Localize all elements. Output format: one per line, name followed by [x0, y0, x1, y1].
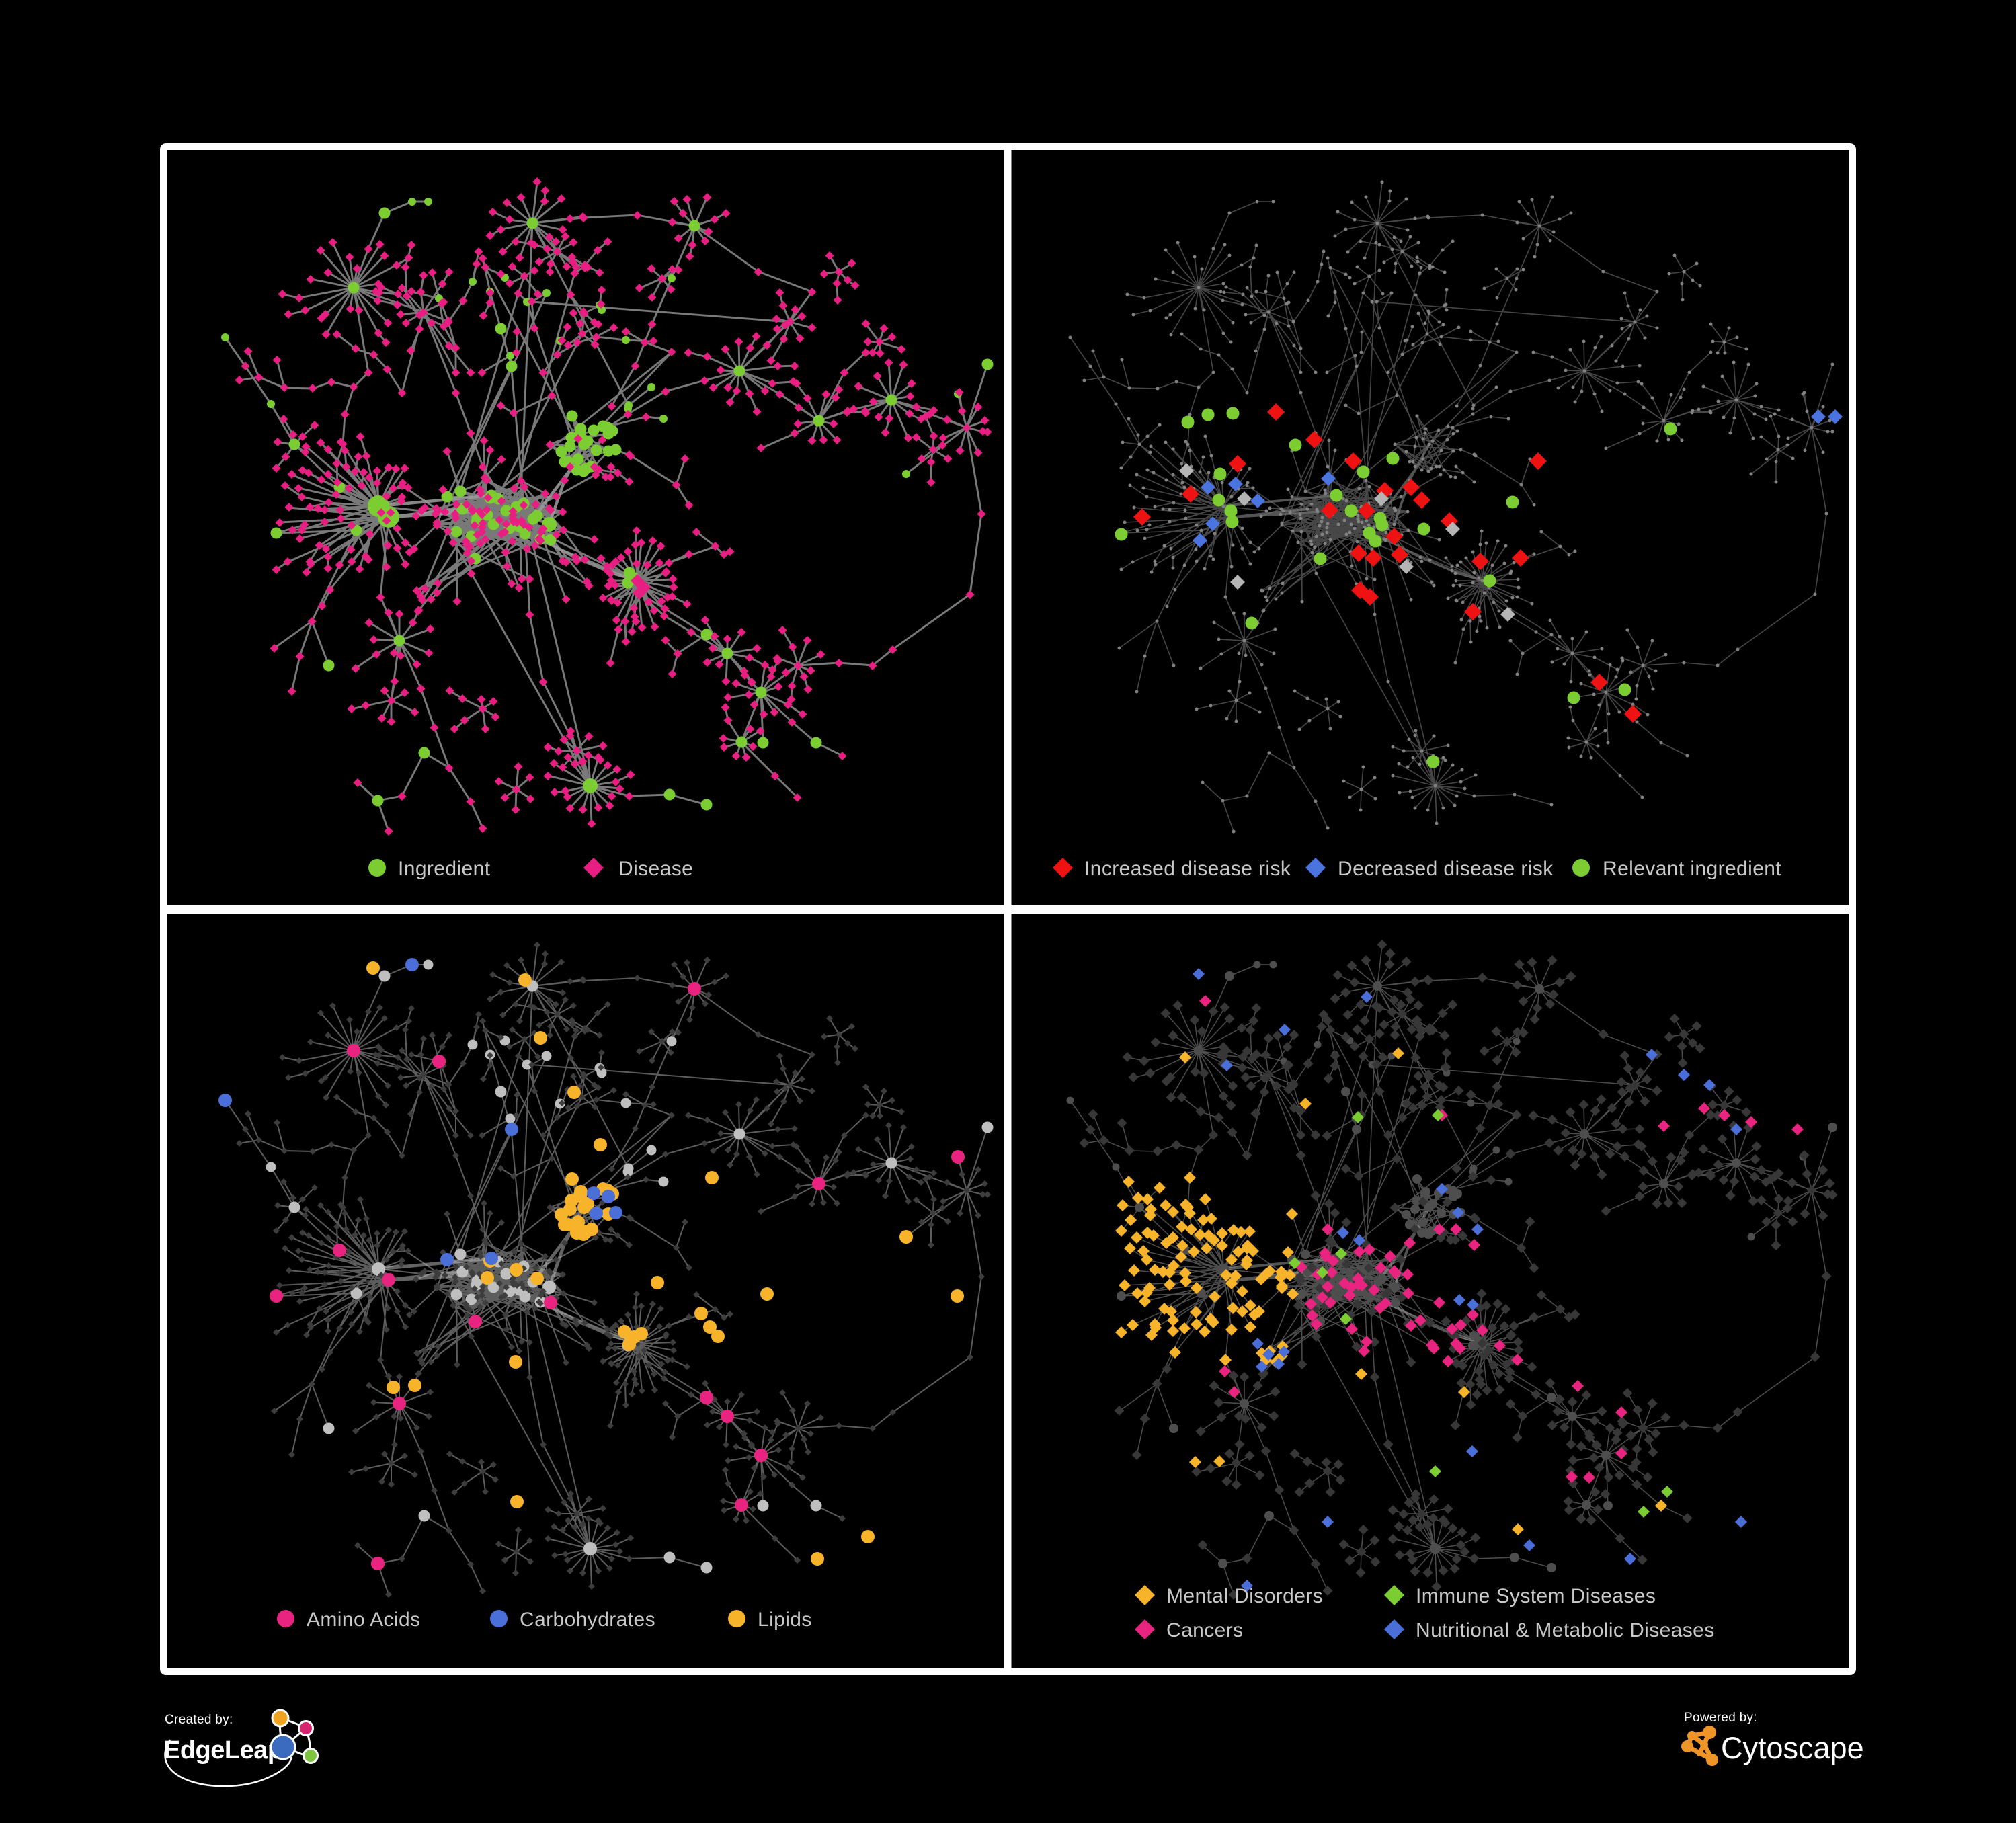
- svg-text:Amino Acids: Amino Acids: [307, 1609, 420, 1631]
- svg-text:Decreased disease risk: Decreased disease risk: [1338, 858, 1554, 880]
- svg-text:Cytoscape: Cytoscape: [1721, 1731, 1864, 1765]
- svg-text:Immune System Diseases: Immune System Diseases: [1416, 1585, 1656, 1607]
- svg-text:Carbohydrates: Carbohydrates: [520, 1609, 655, 1631]
- svg-text:Created by:: Created by:: [165, 1713, 233, 1727]
- svg-text:EdgeLeap: EdgeLeap: [163, 1736, 283, 1765]
- svg-text:Relevant ingredient: Relevant ingredient: [1603, 858, 1781, 880]
- svg-text:Mental Disorders: Mental Disorders: [1166, 1585, 1323, 1607]
- svg-text:Increased disease risk: Increased disease risk: [1084, 858, 1291, 880]
- svg-text:Cancers: Cancers: [1166, 1619, 1244, 1642]
- svg-text:Disease: Disease: [618, 858, 693, 880]
- svg-text:Lipids: Lipids: [758, 1609, 812, 1631]
- svg-text:Ingredient: Ingredient: [398, 858, 491, 880]
- svg-text:Powered by:: Powered by:: [1684, 1711, 1757, 1725]
- svg-text:Nutritional & Metabolic Diseas: Nutritional & Metabolic Diseases: [1416, 1619, 1715, 1642]
